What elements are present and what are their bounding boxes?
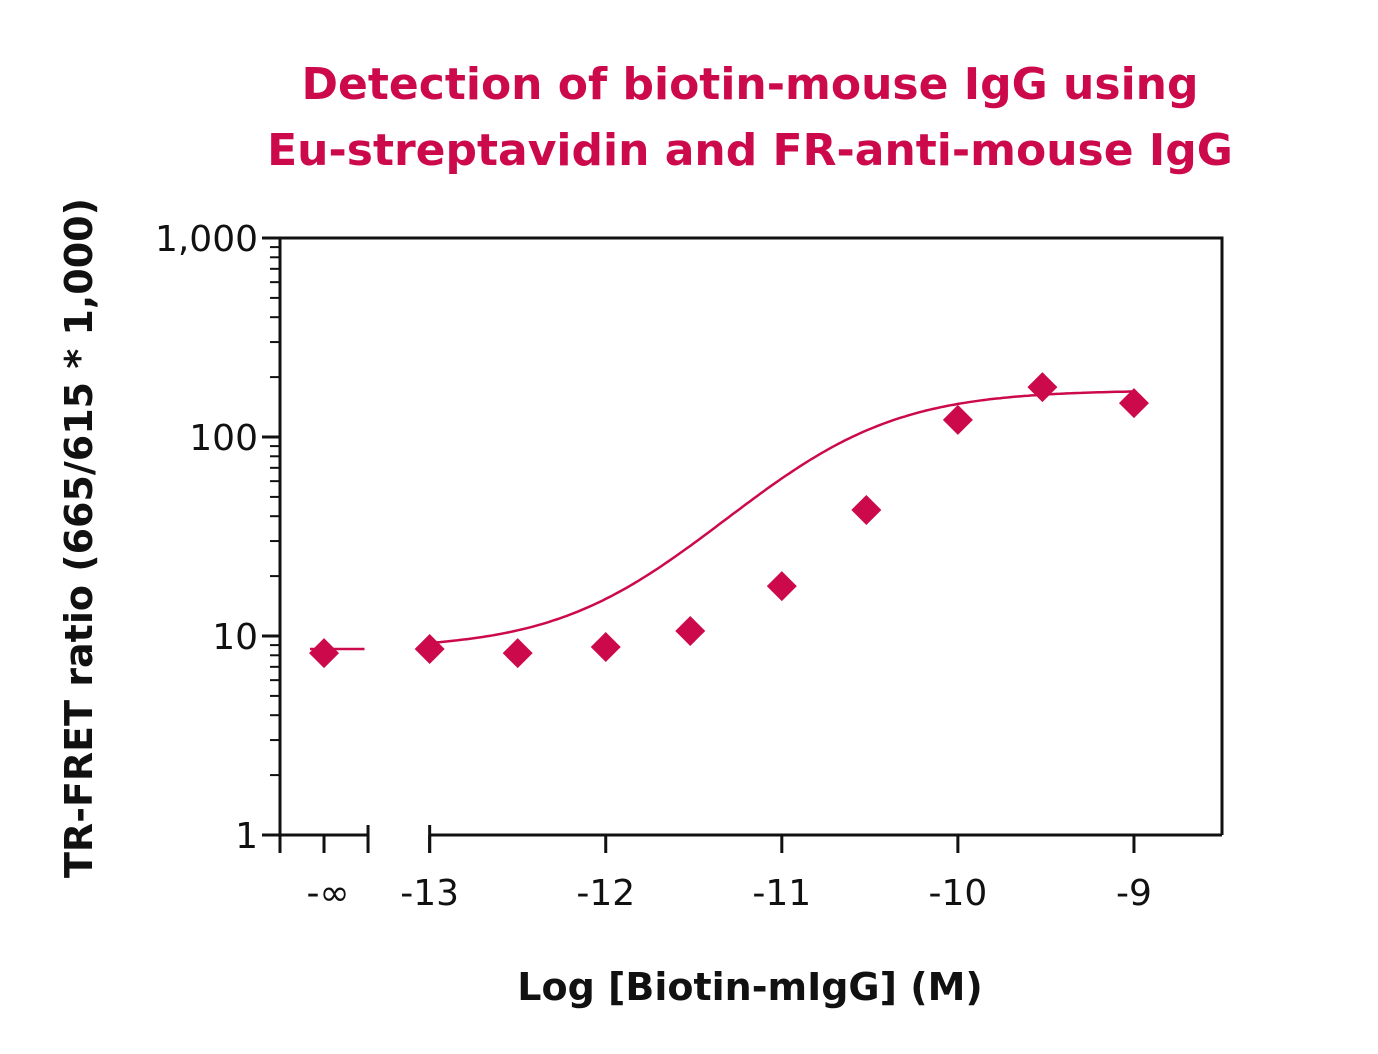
y-tick-label: 100 <box>189 418 258 459</box>
data-point <box>309 638 340 669</box>
x-tick-label: -11 <box>752 873 811 914</box>
data-point <box>502 638 533 669</box>
y-tick-label: 1 <box>235 816 258 857</box>
y-tick-label: 1,000 <box>155 219 258 260</box>
y-tick-label: 10 <box>212 617 258 658</box>
chart-title: Detection of biotin-mouse IgG using Eu-s… <box>0 52 1378 184</box>
x-tick-label: -12 <box>576 873 635 914</box>
data-point <box>590 632 621 663</box>
data-point <box>766 571 797 602</box>
data-point <box>1027 372 1058 403</box>
data-points <box>309 372 1149 669</box>
data-point <box>675 615 706 646</box>
axes: 1 10 100 1,000 -∞ -13 -12 -11 -10 -9 <box>155 219 1224 914</box>
x-axis-label: Log [Biotin-mIgG] (M) <box>517 965 983 1009</box>
chart-title-line-2: Eu-streptavidin and FR-anti-mouse IgG <box>267 125 1233 176</box>
x-tick-label: -10 <box>928 873 987 914</box>
fit-curve <box>429 390 1134 645</box>
y-axis-label: TR-FRET ratio (665/615 * 1,000) <box>57 198 101 878</box>
plot-frame <box>278 236 1224 835</box>
data-point <box>851 494 882 525</box>
x-tick-label: -∞ <box>307 873 350 914</box>
x-tick-label: -9 <box>1116 873 1152 914</box>
fit-curve-group <box>310 390 1134 651</box>
data-point <box>1118 388 1149 419</box>
chart-title-line-1: Detection of biotin-mouse IgG using <box>301 59 1199 110</box>
x-tick-label: -13 <box>400 873 459 914</box>
data-point <box>414 634 445 665</box>
data-point <box>942 404 973 435</box>
